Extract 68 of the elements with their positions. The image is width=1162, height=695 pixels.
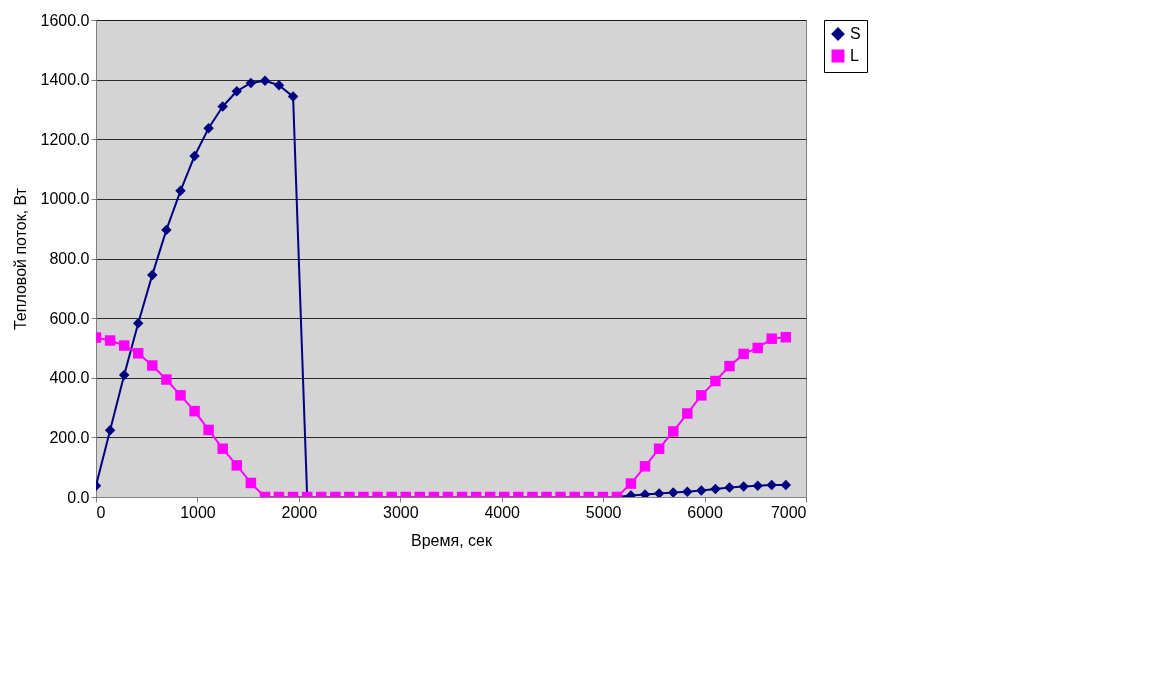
point — [231, 460, 243, 471]
point — [175, 185, 186, 197]
point — [104, 424, 116, 436]
point — [132, 317, 144, 329]
point — [203, 424, 214, 436]
point — [231, 86, 243, 97]
point — [161, 374, 172, 385]
point — [667, 487, 679, 497]
y-tick-label: 1200.0 — [40, 130, 90, 148]
y-axis-title: Тепловой поток, Вт — [11, 187, 29, 331]
x-tick-label: 6000 — [687, 503, 723, 521]
point — [259, 75, 271, 87]
y-tick-label: 800.0 — [49, 250, 90, 267]
point — [766, 333, 777, 344]
point — [189, 405, 200, 417]
point — [203, 122, 214, 134]
y-tick-label: 1600.0 — [40, 11, 90, 29]
point — [175, 390, 186, 401]
point — [766, 479, 777, 491]
point — [710, 375, 721, 387]
x-tick-label: 7000 — [770, 503, 807, 521]
point — [189, 150, 200, 162]
y-tick-label: 200.0 — [49, 428, 90, 446]
y-tick-label: 600.0 — [49, 309, 90, 327]
point — [217, 443, 228, 454]
x-tick-label: 3000 — [382, 503, 419, 521]
point — [147, 269, 158, 281]
y-tick-label: 0.0 — [67, 488, 90, 506]
x-tick-label: 0 — [96, 503, 106, 521]
point — [724, 360, 735, 372]
point — [273, 80, 285, 91]
y-tick-label: 1400.0 — [40, 71, 90, 89]
point — [118, 340, 130, 351]
point — [780, 331, 792, 343]
x-tick-label: 5000 — [585, 503, 622, 521]
point — [780, 479, 792, 491]
point — [653, 488, 665, 497]
x-tick-label: 4000 — [484, 503, 521, 521]
point — [738, 481, 749, 492]
point — [653, 443, 665, 454]
point — [625, 478, 637, 489]
point — [738, 348, 749, 360]
point — [161, 224, 172, 236]
x-tick-label: 2000 — [281, 503, 318, 521]
x-tick-label: 1000 — [180, 503, 216, 521]
point — [147, 360, 158, 371]
point — [752, 480, 763, 491]
point — [752, 342, 763, 354]
point — [696, 390, 707, 401]
legend-label: S — [850, 25, 861, 42]
point — [682, 408, 693, 419]
point — [104, 335, 116, 346]
point — [118, 369, 130, 381]
point — [287, 91, 299, 102]
x-axis-title: Время, сек — [411, 531, 493, 549]
point — [132, 348, 144, 359]
point — [245, 477, 257, 489]
point — [639, 461, 651, 472]
point — [724, 482, 735, 493]
point — [696, 485, 707, 496]
y-tick-label: 1000.0 — [40, 190, 90, 208]
y-tick-label: 400.0 — [49, 369, 90, 387]
point — [710, 483, 721, 495]
point — [667, 426, 679, 437]
point — [217, 101, 228, 112]
point — [682, 486, 693, 497]
point — [245, 77, 257, 89]
legend-label: L — [850, 47, 859, 64]
